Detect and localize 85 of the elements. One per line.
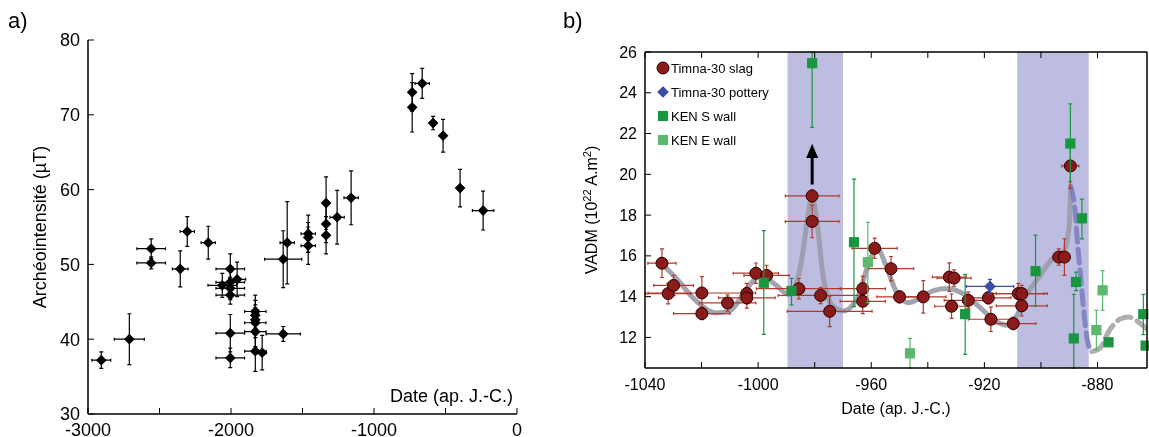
point (1091, 324, 1102, 336)
point (960, 309, 971, 320)
point (721, 296, 735, 310)
x-axis-title: Date (ap. J.-C.) (389, 386, 513, 406)
x-tick-label: -2000 (207, 420, 255, 437)
point (1006, 317, 1020, 331)
chart-title: a) (8, 8, 28, 33)
point (655, 256, 669, 270)
x-tick-label: -1000 (737, 376, 779, 393)
point (217, 280, 228, 291)
y-tick-label: 22 (619, 125, 638, 143)
point (805, 189, 819, 203)
point (96, 355, 107, 366)
x-tick-label: -1000 (350, 420, 398, 437)
x-tick-label: -920 (968, 376, 1001, 393)
point (904, 348, 916, 359)
point (250, 326, 261, 337)
point (805, 214, 819, 228)
x-axis-title: Date (ap. J.-C.) (841, 400, 951, 417)
point (1097, 285, 1108, 296)
point (786, 285, 797, 297)
point (807, 58, 818, 69)
point (1015, 299, 1029, 313)
y-tick-label: 50 (59, 254, 80, 275)
y-tick-label: 16 (619, 247, 638, 265)
x-tick-label: -3000 (64, 420, 112, 437)
y-tick-label: 18 (619, 206, 638, 224)
x-tick-label: -960 (855, 376, 888, 393)
point (1070, 276, 1082, 288)
y-tick-label: 80 (59, 30, 80, 51)
y-tick-label: 12 (619, 329, 638, 347)
point (740, 291, 754, 305)
point (884, 262, 898, 276)
point (947, 271, 961, 285)
point (225, 352, 236, 363)
chart-title: b) (563, 8, 583, 33)
point (232, 274, 243, 285)
point (823, 304, 837, 318)
legend-label: KEN S wall (671, 108, 737, 124)
x-tick-label: 0 (511, 420, 523, 437)
legend-label: Timna-30 pottery (671, 84, 770, 100)
point (868, 241, 882, 255)
y-axis-title: Archéointensité (µT) (30, 145, 50, 309)
point (695, 286, 709, 300)
point (478, 205, 489, 216)
point (407, 102, 418, 113)
legend-label: KEN E wall (671, 132, 737, 148)
x-tick-label: -1040 (624, 376, 666, 393)
point (1015, 287, 1029, 301)
point (916, 290, 930, 304)
point (1140, 340, 1149, 351)
legend-label: Timna-30 slag (671, 60, 753, 76)
point (225, 263, 236, 274)
point (454, 183, 466, 194)
point (1030, 266, 1041, 277)
y-tick-label: 40 (59, 329, 80, 350)
point (667, 278, 681, 292)
point (175, 263, 186, 274)
point (856, 294, 870, 308)
point (124, 334, 135, 345)
point (1065, 138, 1076, 149)
point (225, 328, 236, 339)
y-tick-label: 24 (619, 84, 638, 102)
point (945, 299, 959, 313)
point (862, 257, 873, 268)
y-tick-label: 20 (619, 165, 638, 183)
y-tick-label: 26 (619, 43, 638, 61)
point (695, 307, 709, 321)
point (1068, 333, 1079, 344)
point (758, 277, 769, 288)
x-tick-label: -880 (1081, 376, 1114, 393)
point (848, 237, 860, 248)
point (749, 266, 763, 280)
point (407, 87, 418, 98)
y-tick-label: 60 (59, 179, 80, 200)
point (1076, 213, 1088, 224)
point (984, 312, 998, 326)
y-tick-label: 70 (59, 105, 80, 126)
point (893, 290, 907, 304)
y-tick-label: 14 (619, 288, 638, 306)
point (1103, 337, 1114, 348)
point (814, 288, 828, 302)
point (278, 254, 289, 265)
point (146, 243, 157, 254)
point (437, 130, 449, 141)
